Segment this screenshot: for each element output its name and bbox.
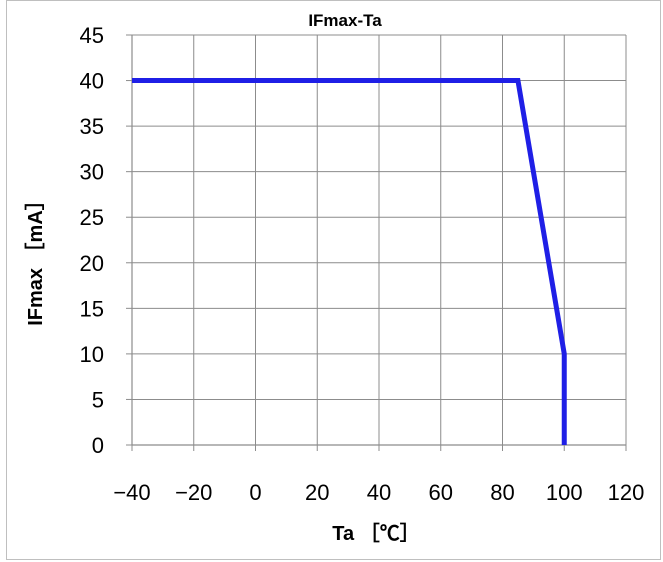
x-tick-label: 0: [249, 480, 261, 505]
y-tick-label: 25: [80, 205, 104, 230]
y-tick-label: 40: [80, 69, 104, 94]
x-tick-label: −20: [175, 480, 212, 505]
series-layer: [132, 78, 567, 445]
grid: [132, 34, 627, 445]
axes: [126, 34, 627, 451]
x-tick-label: 20: [305, 480, 329, 505]
y-tick-label: 10: [80, 342, 104, 367]
chart-title: IFmax-Ta: [308, 11, 382, 30]
ifmax-series-line: [132, 78, 567, 445]
x-tick-label: 60: [429, 480, 453, 505]
y-tick-label: 35: [80, 114, 104, 139]
y-tick-label: 30: [80, 160, 104, 185]
tick-labels: −40 −20 0 20 40 60 80 100 120 0 5 10 15 20 25 30 35 40 45: [80, 23, 645, 505]
y-tick-label: 20: [80, 251, 104, 276]
y-axis-title: IFmax ［mA］: [23, 190, 47, 326]
x-tick-label: 100: [546, 480, 583, 505]
x-tick-label: 80: [490, 480, 514, 505]
x-tick-label: 120: [608, 480, 645, 505]
y-tick-label: 5: [92, 387, 104, 412]
x-tick-label: −40: [113, 480, 150, 505]
y-tick-label: 45: [80, 23, 104, 48]
x-axis-title: Ta ［℃］: [332, 521, 419, 545]
y-tick-label: 0: [92, 433, 104, 458]
x-tick-label: 40: [367, 480, 391, 505]
y-tick-label: 15: [80, 296, 104, 321]
